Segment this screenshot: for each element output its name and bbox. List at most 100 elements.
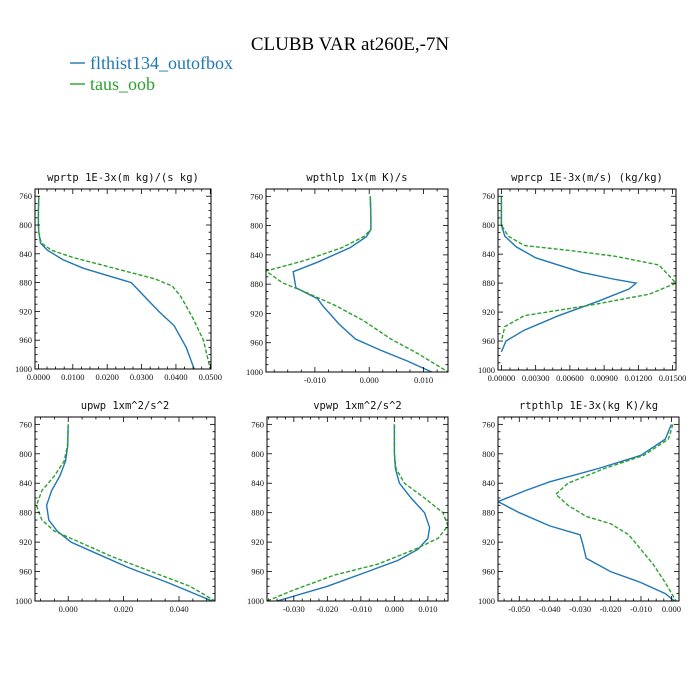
x-tick-label: -0.050: [508, 604, 530, 614]
y-tick-label: 800: [482, 220, 495, 230]
y-tick-label: 800: [482, 449, 495, 459]
x-tick-label: -0.020: [600, 604, 622, 614]
panel-2: wprcp 1E-3x(m/s) (kg/kg) 760 800 840 880 920 9…: [478, 172, 686, 383]
x-tick-label: 0.0500: [199, 372, 222, 382]
plot-frame: [497, 416, 680, 602]
y-tick-label: 920: [250, 308, 263, 318]
y-tick-label: 960: [482, 567, 495, 577]
legend-label-1: taus_oob: [90, 74, 155, 94]
y-tick-label: 760: [482, 419, 495, 429]
y-tick-label: 760: [250, 191, 263, 201]
x-tick-label: -0.010: [630, 604, 652, 614]
y-tick-label: 920: [19, 537, 32, 547]
panel-title: upwp 1xm^2/s^2: [81, 400, 170, 412]
plot-frame: [265, 188, 449, 373]
x-tick-label: 0.0100: [61, 372, 84, 382]
y-tick-label: 840: [482, 249, 495, 259]
x-tick-label: -0.010: [350, 604, 372, 614]
x-tick-label: 0.0200: [96, 372, 119, 382]
y-tick-label: 960: [19, 335, 32, 345]
x-tick-label: 0.000: [385, 604, 404, 614]
panel-title: wprcp 1E-3x(m/s) (kg/kg): [511, 172, 663, 184]
x-tick-label: 0.0300: [130, 372, 153, 382]
y-tick-label: 960: [19, 567, 32, 577]
series-line-taus-oob: [35, 424, 215, 601]
y-tick-label: 1000: [15, 596, 32, 606]
x-tick-label: 0.000: [662, 604, 681, 614]
x-tick-label: 0.000: [59, 604, 78, 614]
y-tick-label: 800: [250, 221, 263, 231]
x-tick-label: 0.00000: [488, 373, 516, 383]
series-line-taus-oob: [266, 196, 448, 372]
series-line-taus-oob: [267, 424, 448, 601]
x-tick-label: 0.00300: [522, 373, 550, 383]
panel-0: wprtp 1E-3x(m kg)/(s kg) 760 800 840 880 920 9…: [15, 172, 222, 382]
y-tick-label: 1000: [478, 365, 495, 375]
x-tick-label: 0.01500: [659, 373, 687, 383]
y-tick-label: 800: [251, 449, 264, 459]
panel-title: wpthlp 1x(m K)/s: [306, 172, 407, 184]
y-tick-label: 880: [251, 508, 264, 518]
y-tick-label: 1000: [246, 367, 263, 377]
y-tick-label: 880: [482, 278, 495, 288]
x-tick-label: 0.0000: [27, 372, 50, 382]
legend: flthist134_outofbox taus_oob: [70, 53, 233, 94]
series-line-flthist134: [45, 424, 213, 601]
y-tick-label: 920: [482, 537, 495, 547]
y-tick-label: 800: [19, 449, 32, 459]
series-line-taus-oob: [37, 196, 211, 369]
y-tick-label: 920: [482, 307, 495, 317]
x-tick-label: 0.000: [360, 375, 379, 385]
x-tick-label: -0.020: [316, 604, 338, 614]
y-tick-label: 840: [482, 478, 495, 488]
x-tick-label: 0.00600: [556, 373, 584, 383]
y-tick-label: 1000: [247, 596, 264, 606]
y-tick-label: 1000: [478, 596, 495, 606]
y-tick-label: 800: [19, 220, 32, 230]
y-tick-label: 920: [19, 306, 32, 316]
panel-title: rtpthlp 1E-3x(kg K)/kg: [519, 400, 658, 412]
y-tick-label: 880: [482, 508, 495, 518]
x-tick-label: 0.0400: [164, 372, 187, 382]
panel-3: upwp 1xm^2/s^2 760 800 840 880 920 960 1000 0.00…: [15, 400, 216, 614]
legend-label-0: flthist134_outofbox: [90, 53, 233, 73]
y-tick-label: 760: [482, 191, 495, 201]
plot-frame: [34, 188, 212, 370]
y-tick-label: 920: [251, 537, 264, 547]
y-tick-label: 840: [250, 250, 263, 260]
x-tick-label: 0.00900: [590, 373, 618, 383]
y-tick-label: 840: [251, 478, 264, 488]
y-tick-label: 880: [19, 508, 32, 518]
x-tick-label: 0.01200: [625, 373, 653, 383]
plot-frame: [34, 416, 216, 602]
x-tick-label: -0.030: [569, 604, 591, 614]
x-tick-label: 0.040: [169, 604, 188, 614]
panel-title: vpwp 1xm^2/s^2: [313, 400, 402, 412]
panels: wprtp 1E-3x(m kg)/(s kg) 760 800 840 880 920 9…: [15, 172, 686, 614]
x-tick-label: -0.010: [304, 375, 326, 385]
y-tick-label: 760: [19, 191, 32, 201]
panel-4: vpwp 1xm^2/s^2 760 800 840 880 920 960 1000 -0.0…: [247, 400, 449, 614]
figure-title: CLUBB VAR at260E,-7N: [251, 34, 450, 55]
y-tick-label: 760: [19, 419, 32, 429]
x-tick-label: 0.020: [114, 604, 133, 614]
y-tick-label: 880: [250, 279, 263, 289]
y-tick-label: 880: [19, 278, 32, 288]
series-line-flthist134: [498, 424, 675, 601]
y-tick-label: 840: [19, 478, 32, 488]
x-tick-label: -0.040: [539, 604, 561, 614]
panel-5: rtpthlp 1E-3x(kg K)/kg 760 800 840 880 920 960…: [478, 400, 681, 614]
plot-frame: [266, 416, 449, 602]
series-line-taus-oob: [554, 424, 677, 601]
x-tick-label: 0.010: [418, 604, 437, 614]
panel-1: wpthlp 1x(m K)/s 760 800 840 880 920 960 1000 -0…: [246, 172, 449, 385]
y-tick-label: 840: [19, 249, 32, 259]
y-tick-label: 760: [251, 419, 264, 429]
y-tick-label: 1000: [15, 364, 32, 374]
x-tick-label: 0.010: [414, 375, 433, 385]
y-tick-label: 960: [482, 336, 495, 346]
x-tick-label: -0.030: [283, 604, 305, 614]
panel-title: wprtp 1E-3x(m kg)/(s kg): [47, 172, 199, 184]
